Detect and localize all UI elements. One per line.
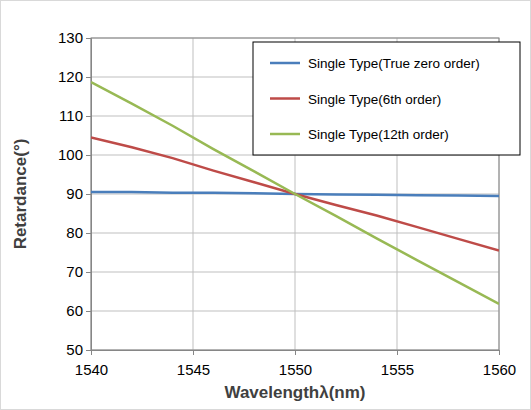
y-tick-mark — [86, 38, 91, 39]
y-tick-label: 110 — [59, 107, 83, 124]
x-tick: 1555 — [381, 350, 414, 378]
y-tick: 100 — [58, 146, 91, 163]
y-tick: 50 — [66, 341, 91, 358]
y-tick: 80 — [66, 224, 91, 241]
y-tick-mark — [86, 77, 91, 78]
legend-swatch — [270, 133, 300, 136]
y-tick: 130 — [58, 29, 91, 46]
y-tick-label: 100 — [58, 146, 83, 163]
x-tick-mark — [499, 350, 500, 355]
y-tick-label: 130 — [58, 29, 83, 46]
x-tick: 1550 — [279, 350, 312, 378]
x-tick-label: 1560 — [483, 361, 516, 378]
x-tick-label: 1555 — [381, 361, 414, 378]
y-tick-label: 70 — [66, 263, 83, 280]
x-tick-label: 1540 — [75, 361, 108, 378]
y-tick-mark — [86, 116, 91, 117]
x-tick-mark — [193, 350, 194, 355]
legend: Single Type(True zero order) Single Type(… — [253, 42, 520, 155]
y-tick: 120 — [58, 68, 91, 85]
x-tick-label: 1550 — [279, 361, 312, 378]
y-tick-label: 120 — [58, 68, 83, 85]
y-tick-label: 90 — [66, 185, 83, 202]
x-axis-title: Wavelengthλ(nm) — [224, 383, 365, 402]
x-tick: 1560 — [483, 350, 516, 378]
y-tick: 70 — [66, 263, 91, 280]
legend-label: Single Type(6th order) — [308, 92, 441, 107]
x-axis-line — [92, 351, 500, 356]
y-tick-label: 50 — [66, 341, 83, 358]
y-axis: 50 60 70 80 90 100 110 120 130 — [58, 29, 92, 358]
x-tick-label: 1545 — [177, 361, 210, 378]
x-axis: 1540 1545 1550 1555 1560 — [75, 350, 516, 378]
chart-background — [1, 1, 531, 410]
y-tick-mark — [86, 311, 91, 312]
legend-swatch — [270, 62, 300, 65]
y-tick-label: 80 — [66, 224, 83, 241]
legend-swatch — [270, 97, 300, 100]
y-tick-label: 60 — [66, 302, 83, 319]
x-tick-mark — [295, 350, 296, 355]
y-tick-mark — [86, 155, 91, 156]
y-tick: 90 — [66, 185, 91, 202]
chart: 1540 1545 1550 1555 1560 50 60 70 80 90 100 110 120 1… — [0, 0, 531, 410]
y-tick: 60 — [66, 302, 91, 319]
x-tick-mark — [397, 350, 398, 355]
y-tick-mark — [86, 272, 91, 273]
y-tick-mark — [86, 194, 91, 195]
y-tick-mark — [86, 350, 91, 351]
y-axis-title: Retardance(°) — [11, 139, 30, 250]
y-tick: 110 — [59, 107, 91, 124]
y-axis-line — [86, 39, 92, 351]
x-tick: 1545 — [177, 350, 210, 378]
legend-label: Single Type(12th order) — [308, 127, 449, 142]
y-tick-mark — [86, 233, 91, 234]
legend-label: Single Type(True zero order) — [308, 56, 480, 71]
legend-box — [253, 42, 520, 155]
